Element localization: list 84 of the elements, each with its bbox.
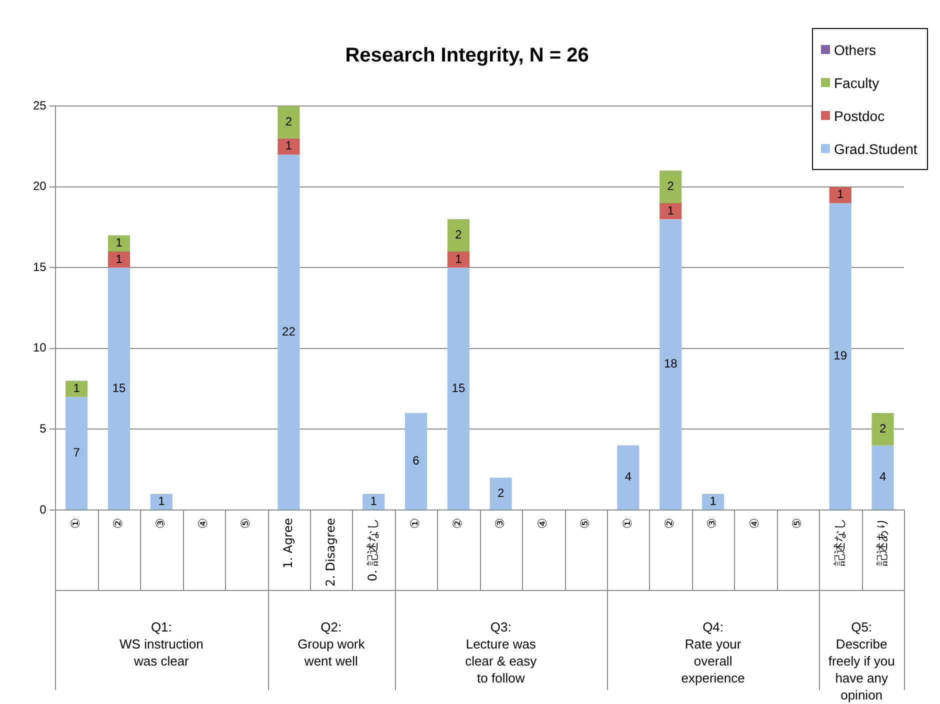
x-tick-label: ③ xyxy=(154,518,168,529)
legend-label: Faculty xyxy=(834,74,880,90)
y-tick-label: 25 xyxy=(32,98,47,112)
text: Q2: Group work went well xyxy=(298,620,366,669)
bar xyxy=(66,396,88,510)
bar xyxy=(660,170,682,203)
x-tick-label: ① xyxy=(408,518,422,529)
data-label: 1 xyxy=(667,203,674,218)
bar xyxy=(447,219,470,252)
data-label: 15 xyxy=(112,380,126,395)
x-tick-label: ④ xyxy=(196,518,210,529)
legend-label: Postdoc xyxy=(834,108,885,124)
bar xyxy=(278,154,300,510)
x-tick-label: ② xyxy=(662,518,677,529)
bar xyxy=(660,202,682,220)
y-tick-label: 20 xyxy=(32,179,47,194)
x-tick-label: ⑤ xyxy=(578,518,592,529)
data-label: 2 xyxy=(498,486,505,500)
data-label: 15 xyxy=(452,380,466,395)
legend-label: Grad.Student xyxy=(834,140,918,156)
data-label: 1 xyxy=(285,138,292,153)
x-tick-label: ⑤ xyxy=(238,518,252,529)
y-tick-label: 15 xyxy=(32,260,47,274)
data-label: 1 xyxy=(370,494,378,508)
x-tick-label: 1. Agree xyxy=(280,518,295,569)
bar xyxy=(660,219,682,510)
bar xyxy=(278,106,300,138)
x-tick-label: ④ xyxy=(748,518,762,529)
data-label: 2 xyxy=(879,422,886,436)
data-label: 4 xyxy=(624,470,632,484)
bar xyxy=(108,251,130,268)
x-tick-label: ② xyxy=(111,518,126,529)
data-label: 1 xyxy=(116,252,123,266)
data-label: 1 xyxy=(837,187,844,202)
chart-title: Research Integrity, N = 26 xyxy=(345,44,589,67)
data-label: 1 xyxy=(710,494,717,508)
bar xyxy=(447,251,470,268)
data-label: 19 xyxy=(834,348,848,363)
data-label: 7 xyxy=(73,446,80,460)
data-label: 4 xyxy=(879,470,886,484)
y-tick-label: 10 xyxy=(32,340,47,355)
bar xyxy=(490,478,512,510)
x-tick-label: ④ xyxy=(535,518,550,529)
x-tick-label: 2. Disagree xyxy=(323,518,338,586)
bar xyxy=(829,186,852,203)
bar xyxy=(362,494,385,510)
bar xyxy=(278,138,300,154)
data-label: 1 xyxy=(73,381,80,396)
bar xyxy=(872,445,894,510)
x-tick-label: ③ xyxy=(705,518,720,529)
data-label: 2 xyxy=(285,114,292,128)
bar xyxy=(404,413,428,510)
data-label: 18 xyxy=(664,356,678,371)
bar xyxy=(702,494,724,510)
data-label: 6 xyxy=(412,454,420,468)
x-tick-label: ③ xyxy=(493,518,508,529)
legend-label: Others xyxy=(834,42,876,58)
x-tick-label: ② xyxy=(450,518,465,529)
bar xyxy=(872,413,894,446)
data-label: 1 xyxy=(158,494,166,508)
x-tick-label: 0. 記述なし xyxy=(366,518,380,582)
bar xyxy=(66,380,88,397)
data-label: 22 xyxy=(282,324,296,338)
data-label: 1 xyxy=(455,252,462,266)
text: Q5: Describe freely if you have any opinion xyxy=(828,620,895,703)
text: Q3: Lecture was clear & easy to follow xyxy=(465,620,538,686)
bar xyxy=(108,235,130,252)
y-tick-label: 5 xyxy=(40,422,47,436)
x-tick-label: ⑤ xyxy=(790,518,804,529)
text: Q1: WS instruction was clear xyxy=(120,620,204,669)
text: Q4: Rate your overall experience xyxy=(681,620,745,686)
bar xyxy=(150,494,172,510)
x-tick-label: ① xyxy=(68,518,83,529)
bar xyxy=(108,268,130,510)
bar xyxy=(829,202,852,510)
bar xyxy=(617,445,640,510)
data-label: 2 xyxy=(667,179,674,194)
x-tick-label: 記述あり xyxy=(874,518,889,566)
data-label: 1 xyxy=(116,236,123,250)
y-tick-label: 0 xyxy=(40,502,47,516)
data-label: 2 xyxy=(455,228,462,242)
x-tick-label: 記述なし xyxy=(832,518,846,566)
x-tick-label: ① xyxy=(620,518,634,529)
bar xyxy=(447,268,470,510)
